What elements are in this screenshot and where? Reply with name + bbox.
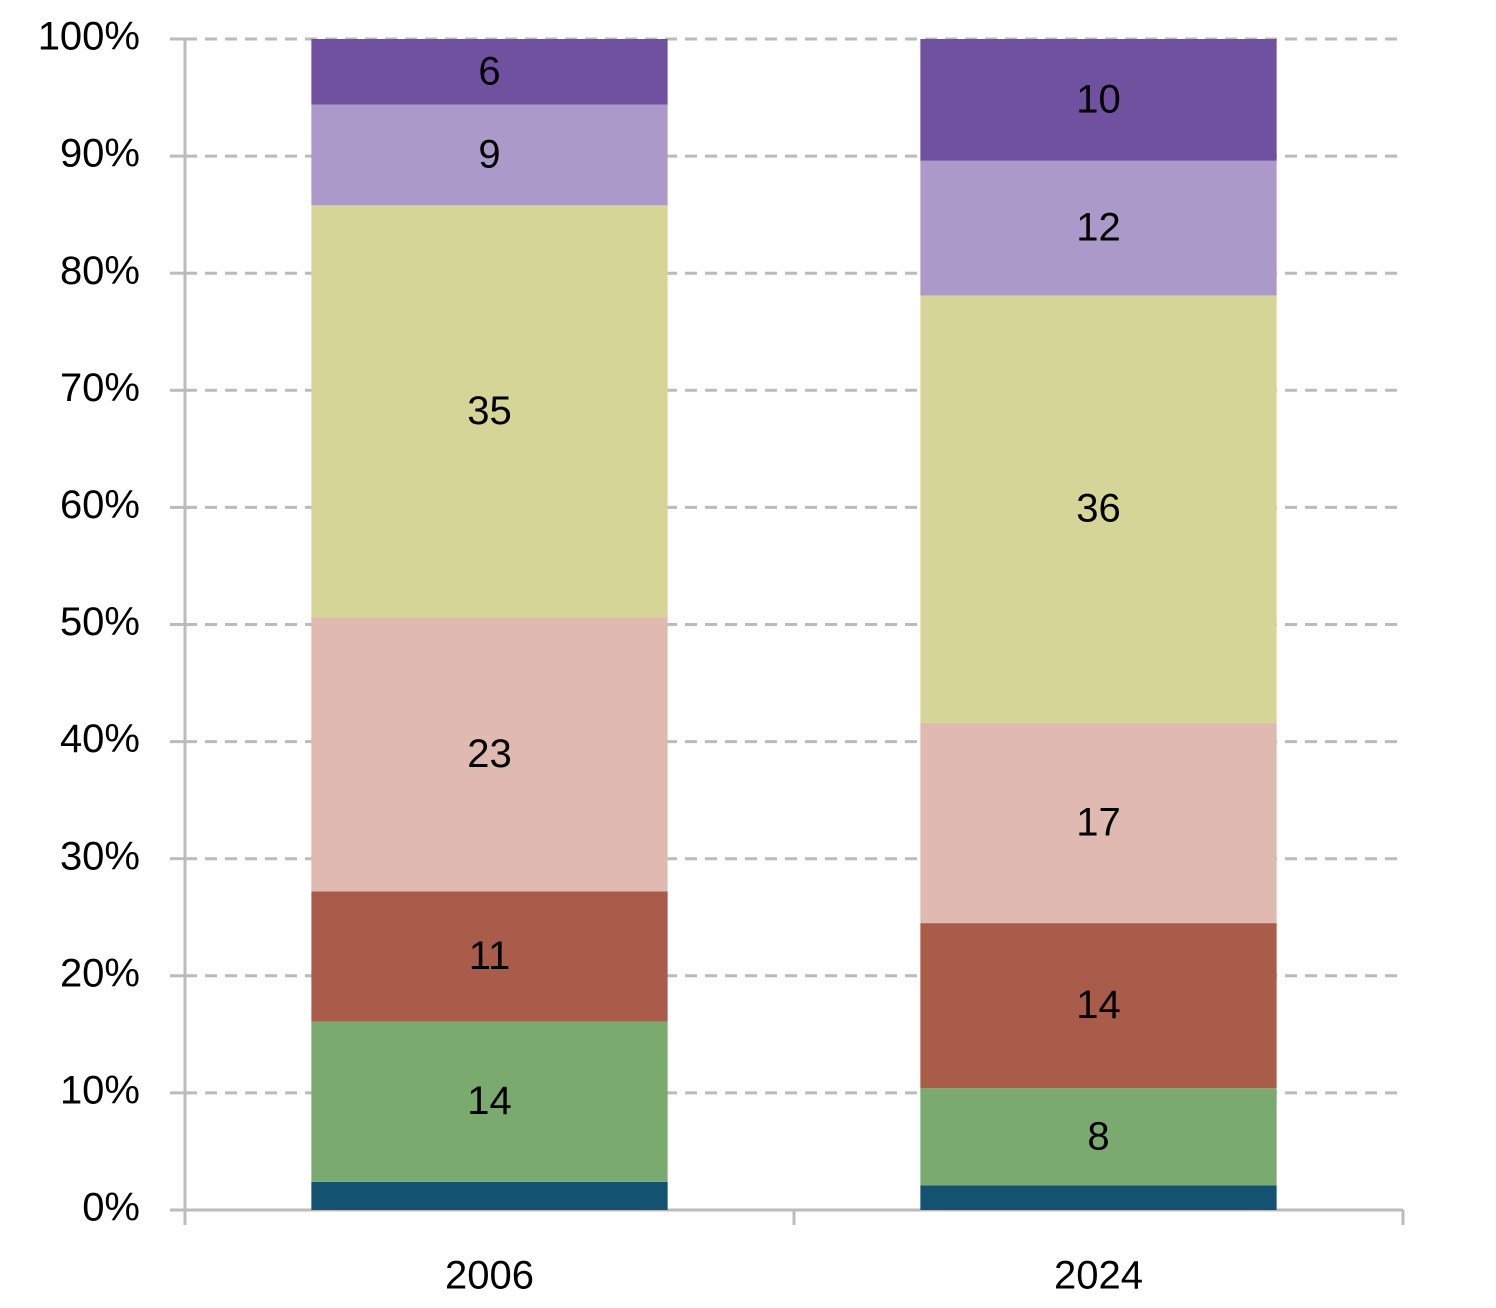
y-tick-label: 40% [60,717,140,761]
bar-segment [920,39,1277,161]
y-tick-label: 30% [60,834,140,878]
y-tick-label: 90% [60,132,140,176]
bar-segment [920,295,1277,723]
data-label: 17 [1076,801,1121,845]
data-label: 14 [467,1079,512,1123]
data-label: 14 [1076,983,1121,1027]
data-label: 8 [1087,1114,1109,1158]
y-tick-label: 100% [38,15,140,59]
bar-segment [311,104,668,206]
data-label: 11 [469,934,511,978]
x-tick-label: 2024 [1054,1254,1143,1298]
data-label: 10 [1076,77,1121,121]
bar-segment [311,891,668,1022]
data-label: 9 [478,132,500,176]
bar-segment [311,617,668,892]
bar-segment [311,1181,668,1210]
y-tick-label: 60% [60,483,140,527]
y-tick-label: 80% [60,249,140,293]
y-tick-label: 20% [60,951,140,995]
y-tick-label: 10% [60,1068,140,1112]
data-label: 36 [1076,487,1121,531]
data-label: 35 [467,389,512,433]
bar-segment [920,722,1277,924]
data-label: 23 [467,732,512,776]
y-tick-label: 0% [82,1186,140,1230]
bar-segment [311,205,668,618]
data-label: 6 [478,49,500,93]
y-tick-label: 50% [60,600,140,644]
bar-segment [920,160,1277,296]
data-label: 12 [1076,206,1121,250]
bar-segment [311,39,668,105]
bar-segment [920,923,1277,1089]
y-tick-label: 70% [60,366,140,410]
bar-segment [920,1088,1277,1186]
bar-segment [311,1021,668,1182]
x-tick-label: 2006 [445,1254,534,1298]
bar-segment [920,1185,1277,1210]
